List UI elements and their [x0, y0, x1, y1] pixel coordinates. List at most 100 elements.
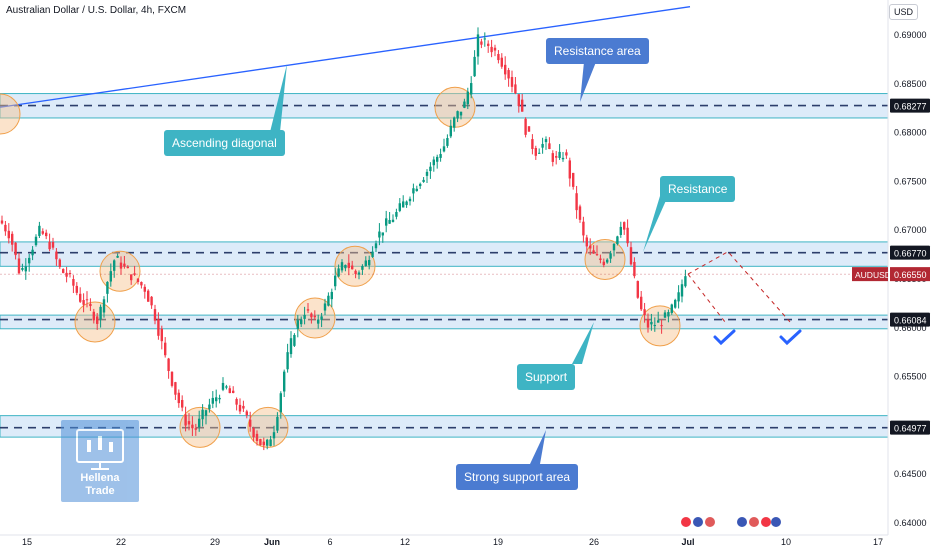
- candle-body: [459, 111, 463, 116]
- x-tick-label: 22: [116, 537, 126, 547]
- candle-body: [198, 418, 201, 428]
- candle-body: [286, 352, 289, 370]
- candle-body: [143, 286, 146, 292]
- candle-body: [633, 261, 636, 277]
- touch-circle: [179, 406, 221, 448]
- candle-body: [575, 193, 578, 211]
- candle-body: [480, 41, 483, 45]
- touch-circle: [74, 301, 116, 343]
- candle-body: [510, 77, 514, 87]
- candle-body: [191, 424, 194, 429]
- candle-body: [517, 94, 520, 107]
- candle-body: [157, 318, 160, 336]
- candle-body: [412, 188, 415, 194]
- candle-body: [62, 269, 65, 273]
- candle-body: [21, 268, 24, 270]
- candle-body: [313, 315, 316, 318]
- candle-body: [109, 271, 112, 282]
- candle-body: [663, 312, 667, 318]
- resistance-area-pointer: [580, 62, 596, 102]
- candle-body: [215, 397, 218, 402]
- symbol-tag-label: AUDUSD: [855, 270, 891, 280]
- event-icons-group-2[interactable]: [736, 516, 782, 532]
- candle-body: [99, 306, 102, 320]
- candle-body: [378, 231, 381, 238]
- candle-body: [232, 390, 235, 393]
- candle-body: [24, 266, 27, 272]
- candle-body: [276, 416, 279, 431]
- candle-body: [334, 275, 337, 287]
- candle-body: [371, 251, 374, 258]
- candle-body: [340, 262, 344, 271]
- candle-body: [140, 281, 143, 286]
- candle-body: [636, 281, 639, 298]
- candle-body: [619, 226, 622, 235]
- candle-body: [629, 247, 633, 265]
- y-tick-label: 0.64500: [894, 469, 927, 479]
- candle-body: [330, 291, 333, 300]
- candle-body: [320, 316, 323, 320]
- candle-body: [296, 320, 299, 329]
- candle-body: [119, 262, 123, 269]
- candle-body: [113, 260, 116, 271]
- y-tick-label: 0.68500: [894, 79, 927, 89]
- candle-body: [565, 152, 568, 156]
- x-tick-label: Jul: [681, 537, 694, 547]
- candle-body: [361, 266, 364, 270]
- level-tag-box: [890, 420, 930, 435]
- candle-body: [643, 309, 646, 316]
- candle-body: [194, 428, 197, 430]
- currency-selector[interactable]: USD: [889, 4, 919, 20]
- y-tick-label: 0.65500: [894, 372, 927, 382]
- candle-body: [45, 232, 48, 237]
- ascending-diagonal-callout: Ascending diagonal: [164, 130, 285, 156]
- chart-title: Australian Dollar / U.S. Dollar, 4h, FXC…: [6, 5, 187, 16]
- candle-body: [51, 242, 55, 248]
- candle-body: [55, 251, 58, 260]
- candle-body: [415, 188, 418, 192]
- candle-body: [34, 236, 38, 246]
- ascending-diagonal-line: [0, 6, 691, 108]
- candle-body: [653, 325, 656, 327]
- candle-body: [65, 272, 68, 277]
- candle-body: [225, 386, 228, 388]
- candle-body: [153, 309, 157, 321]
- candle-body: [578, 206, 582, 220]
- x-tick-label: 10: [781, 537, 791, 547]
- candle-body: [680, 284, 684, 297]
- candle-body: [147, 290, 150, 302]
- ascending-diagonal-pointer: [270, 64, 287, 132]
- candle-body: [439, 154, 442, 158]
- candle-body: [204, 410, 208, 416]
- candle-body: [677, 292, 680, 302]
- candle-body: [14, 242, 17, 256]
- candle-body: [327, 295, 330, 306]
- touch-circle: [584, 238, 626, 280]
- candle-body: [303, 314, 306, 319]
- x-tick-label: 26: [589, 537, 599, 547]
- candle-body: [58, 259, 61, 267]
- candle-body: [310, 313, 313, 318]
- candle-body: [317, 319, 320, 324]
- candle-body: [228, 388, 231, 394]
- candle-body: [238, 404, 242, 412]
- level-tag-label: 0.68277: [894, 102, 927, 112]
- candle-body: [395, 211, 398, 217]
- y-tick-label: 0.68000: [894, 128, 927, 138]
- candle-body: [177, 392, 180, 404]
- candle-body: [497, 53, 500, 61]
- candle-body: [82, 300, 85, 305]
- candle-body: [463, 101, 466, 108]
- candle-body: [368, 259, 371, 266]
- candle-body: [446, 138, 449, 146]
- candle-body: [609, 253, 612, 259]
- hellena-trade-logo: Hellena Trade: [61, 420, 139, 502]
- event-icons-group-1[interactable]: [680, 516, 720, 532]
- candle-body: [167, 358, 170, 372]
- candle-body: [473, 56, 476, 77]
- level-tag-box: [890, 98, 930, 113]
- candle-body: [385, 218, 388, 226]
- candle-body: [599, 258, 602, 260]
- candle-body: [487, 43, 490, 46]
